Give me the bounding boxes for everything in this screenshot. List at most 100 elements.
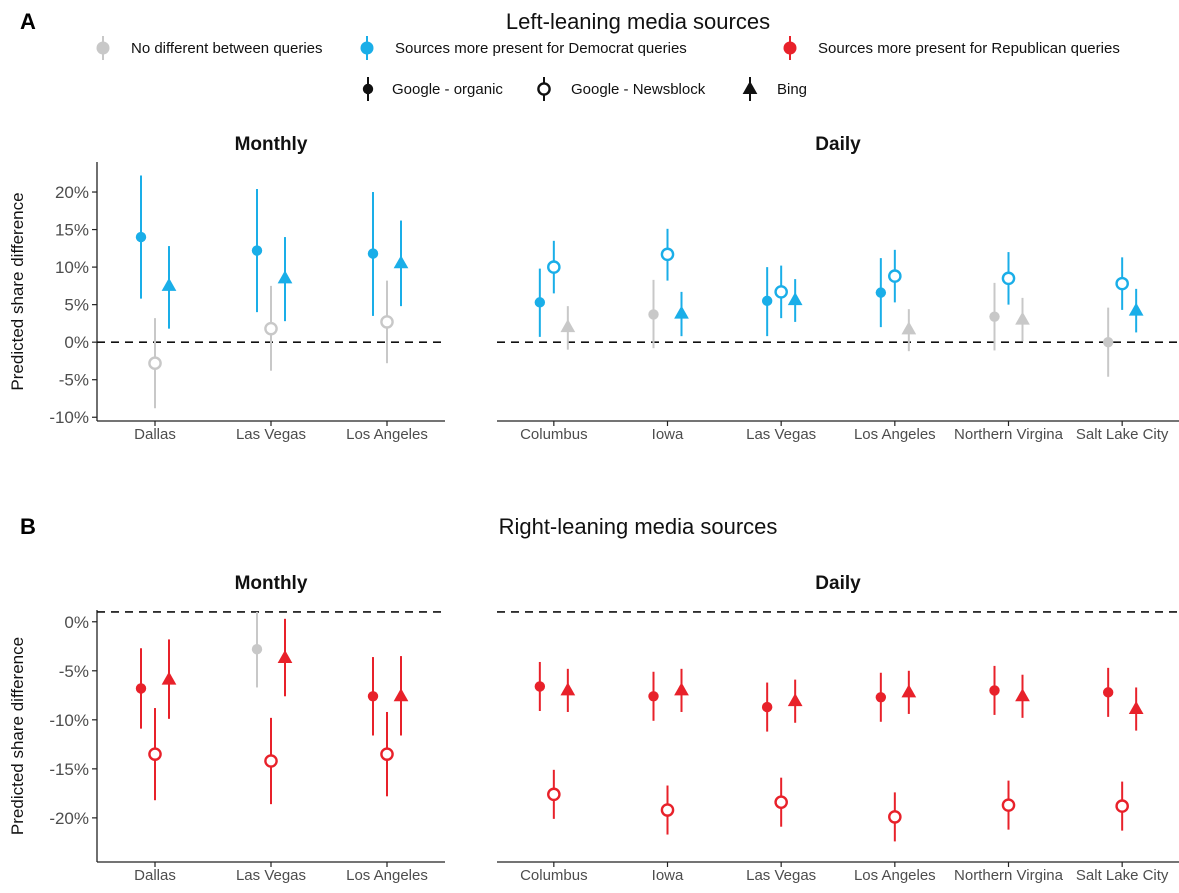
point-marker (161, 277, 177, 291)
point-marker (1128, 701, 1144, 714)
data-point (380, 711, 394, 797)
y-tick-label: 15% (55, 221, 89, 240)
data-point (1015, 674, 1030, 718)
data-point (148, 708, 162, 801)
point-marker (888, 269, 902, 283)
x-tick-label: Salt Lake City (1076, 867, 1169, 884)
point-marker (560, 682, 576, 696)
legend-key-dot (783, 41, 797, 55)
data-point (674, 291, 689, 337)
data-point (1102, 667, 1114, 717)
legend-key-dot (96, 41, 110, 55)
point-marker (888, 810, 902, 824)
point-marker (1015, 311, 1030, 325)
data-point (774, 777, 788, 827)
point-marker (148, 747, 162, 761)
facet-daily: Daily Columbus Iowa Las Vegas Los Angeles Nor… (497, 573, 1179, 884)
point-marker (989, 311, 1000, 322)
point-marker (367, 691, 379, 702)
legend-key-dot (360, 41, 374, 55)
point-marker (1115, 799, 1129, 813)
x-tick-label: Northern Virgina (954, 426, 1064, 443)
point-marker (135, 231, 147, 243)
x-tick-label: Salt Lake City (1076, 426, 1169, 443)
panel-A: A Left-leaning media sources Predicted sha… (8, 9, 1179, 443)
legend-item-organic: Google - organic (362, 77, 503, 101)
point-marker (367, 248, 379, 259)
data-point (875, 258, 887, 328)
x-tick-label: Las Vegas (746, 867, 816, 884)
x-tick-label: Las Vegas (236, 867, 306, 884)
point-marker (989, 685, 1000, 696)
point-marker (148, 356, 162, 370)
point-marker (1102, 336, 1114, 348)
facet-title: Daily (815, 134, 861, 155)
data-point (1128, 687, 1144, 731)
data-point (660, 228, 675, 281)
data-point (251, 189, 263, 313)
facet-monthly: Monthly Dallas Las Vegas Los Angeles (97, 134, 445, 443)
x-tick-label: Las Vegas (236, 426, 306, 443)
x-tick-label: Dallas (134, 426, 176, 443)
point-marker (380, 747, 394, 761)
data-point (901, 670, 917, 714)
y-tick-label: -5% (59, 662, 89, 681)
data-point (901, 309, 917, 352)
data-point (380, 280, 394, 364)
data-point (648, 279, 659, 349)
data-point (277, 237, 293, 322)
y-tick-label: 10% (55, 258, 89, 277)
facet-daily: Daily Columbus Iowa Las Vegas Los Angeles Nor… (497, 134, 1179, 443)
y-tick-label: -10% (49, 408, 89, 427)
point-marker (380, 315, 394, 329)
point-marker (660, 247, 675, 262)
data-point (1015, 297, 1030, 342)
legend-item-newsblock: Google - Newsblock (537, 77, 706, 101)
panel-title: Left-leaning media sources (506, 9, 770, 34)
point-marker (901, 321, 917, 335)
x-tick-label: Los Angeles (346, 867, 428, 884)
point-marker (901, 684, 917, 698)
data-point (547, 240, 561, 294)
facet-monthly: Monthly Dallas Las Vegas Los Angeles (97, 573, 445, 884)
data-point (367, 657, 379, 736)
data-point (367, 192, 379, 316)
x-tick-label: Iowa (652, 426, 684, 443)
x-tick-label: Dallas (134, 867, 176, 884)
legend-item-bing: Bing (742, 77, 807, 101)
bing-marker-icon (742, 81, 758, 94)
y-tick-label: -20% (49, 809, 89, 828)
y-tick-label: -15% (49, 760, 89, 779)
data-point (989, 282, 1000, 351)
point-marker (761, 701, 773, 713)
data-point (1001, 780, 1016, 830)
x-tick-label: Columbus (520, 867, 588, 884)
point-marker (1102, 687, 1114, 698)
point-marker (277, 270, 293, 284)
data-point (761, 682, 773, 732)
legend-item-rep: Sources more present for Republican quer… (783, 36, 1120, 60)
legend-item-dem: Sources more present for Democrat querie… (360, 36, 687, 60)
data-point (787, 679, 803, 723)
x-tick-label: Los Angeles (854, 867, 936, 884)
legend-label: No different between queries (131, 40, 323, 57)
legend-label: Google - organic (392, 81, 503, 98)
data-point (560, 306, 576, 350)
panel-B: B Right-leaning media sources Predicted sh… (8, 514, 1179, 884)
point-marker (648, 309, 659, 320)
data-point (888, 249, 902, 303)
point-marker (161, 671, 177, 685)
point-marker (875, 692, 887, 703)
data-point (560, 668, 576, 712)
point-marker (774, 285, 788, 299)
point-marker (787, 292, 803, 306)
point-marker (251, 245, 263, 256)
point-marker (534, 297, 546, 308)
point-marker (251, 644, 263, 655)
data-point (534, 268, 546, 337)
data-point (161, 639, 177, 719)
legend-item-none: No different between queries (96, 36, 323, 60)
data-point (148, 318, 162, 409)
legend-label: Bing (777, 81, 807, 98)
legend-label: Sources more present for Republican quer… (818, 40, 1120, 57)
